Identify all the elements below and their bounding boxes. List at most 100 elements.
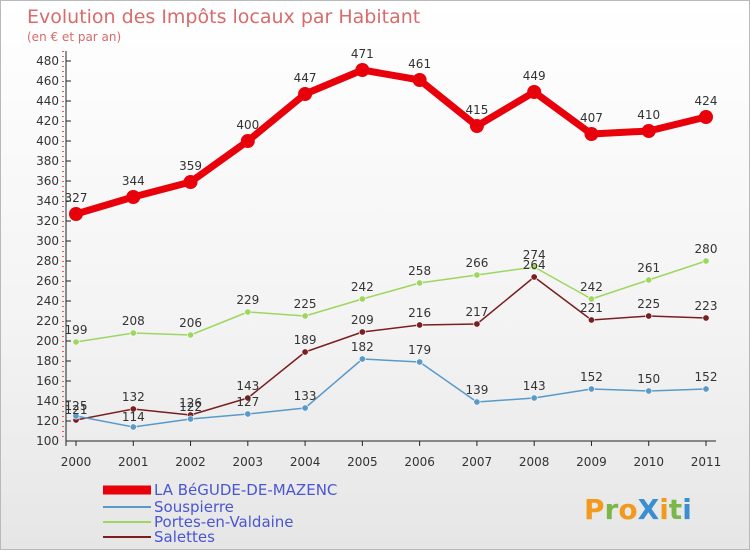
y-tick-label: 320 bbox=[36, 214, 59, 228]
data-label: 216 bbox=[408, 306, 431, 320]
data-label: 139 bbox=[465, 383, 488, 397]
y-tick-label: 100 bbox=[36, 434, 59, 448]
y-tick-label: 120 bbox=[36, 414, 59, 428]
series-point-3 bbox=[416, 321, 424, 329]
series-line-1 bbox=[75, 358, 707, 428]
series-point-0 bbox=[298, 87, 313, 101]
data-label: 152 bbox=[580, 370, 603, 384]
data-label: 344 bbox=[122, 174, 145, 188]
series-point-2 bbox=[72, 338, 80, 346]
legend-label: LA BéGUDE-DE-MAZENC bbox=[154, 481, 337, 499]
x-tick-label: 2003 bbox=[233, 455, 264, 469]
series-point-1 bbox=[129, 423, 137, 431]
y-tick-label: 200 bbox=[36, 334, 59, 348]
series-point-1 bbox=[530, 394, 538, 402]
series-point-1 bbox=[702, 385, 710, 393]
data-label: 274 bbox=[523, 248, 546, 262]
data-label: 126 bbox=[179, 396, 202, 410]
data-label: 132 bbox=[122, 390, 145, 404]
y-tick-label: 480 bbox=[36, 54, 59, 68]
x-tick-label: 2010 bbox=[633, 455, 664, 469]
y-tick-label: 440 bbox=[36, 94, 59, 108]
data-label: 182 bbox=[351, 340, 374, 354]
series-point-3 bbox=[129, 405, 137, 413]
data-label: 266 bbox=[465, 256, 488, 270]
data-label: 415 bbox=[465, 103, 488, 117]
series-point-1 bbox=[187, 415, 195, 423]
proxiti-logo: ProXiti bbox=[584, 493, 692, 526]
series-point-0 bbox=[641, 124, 656, 138]
series-point-1 bbox=[72, 412, 80, 420]
y-tick-label: 280 bbox=[36, 254, 59, 268]
data-label: 122 bbox=[179, 400, 202, 414]
x-tick-label: 2000 bbox=[61, 455, 92, 469]
logo-letter: r bbox=[605, 493, 619, 526]
series-point-1 bbox=[416, 358, 424, 366]
series-point-1 bbox=[301, 404, 309, 412]
data-label: 280 bbox=[695, 242, 718, 256]
series-point-2 bbox=[587, 295, 595, 303]
y-tick-label: 300 bbox=[36, 234, 59, 248]
logo-letter: P bbox=[584, 493, 605, 526]
y-tick-label: 420 bbox=[36, 114, 59, 128]
series-point-2 bbox=[416, 279, 424, 287]
data-label: 407 bbox=[580, 111, 603, 125]
x-tick-label: 2006 bbox=[404, 455, 435, 469]
data-label: 127 bbox=[236, 395, 259, 409]
series-point-0 bbox=[469, 119, 484, 133]
chart-subtitle: (en € et par an) bbox=[27, 30, 121, 44]
x-tick-label: 2011 bbox=[691, 455, 722, 469]
data-label: 199 bbox=[65, 323, 88, 337]
x-tick-label: 2007 bbox=[462, 455, 493, 469]
series-point-2 bbox=[358, 295, 366, 303]
data-label: 143 bbox=[236, 379, 259, 393]
series-point-1 bbox=[645, 387, 653, 395]
y-tick-label: 460 bbox=[36, 74, 59, 88]
data-label: 133 bbox=[294, 389, 317, 403]
series-point-3 bbox=[473, 320, 481, 328]
legend-label: Portes-en-Valdaine bbox=[154, 513, 294, 531]
y-tick-label: 340 bbox=[36, 194, 59, 208]
series-point-0 bbox=[355, 63, 370, 77]
data-label: 208 bbox=[122, 314, 145, 328]
series-point-2 bbox=[187, 331, 195, 339]
y-tick-label: 160 bbox=[36, 374, 59, 388]
data-label: 189 bbox=[294, 333, 317, 347]
series-point-3 bbox=[530, 273, 538, 281]
data-label: 209 bbox=[351, 313, 374, 327]
series-point-3 bbox=[301, 348, 309, 356]
y-tick-label: 260 bbox=[36, 274, 59, 288]
y-tick-label: 380 bbox=[36, 154, 59, 168]
series-point-3 bbox=[702, 314, 710, 322]
data-label: 400 bbox=[236, 118, 259, 132]
series-line-3 bbox=[75, 276, 707, 421]
logo-letter: i bbox=[682, 493, 692, 526]
logo-letter: o bbox=[618, 493, 637, 526]
x-tick-label: 2002 bbox=[175, 455, 206, 469]
data-label: 229 bbox=[236, 293, 259, 307]
data-label: 258 bbox=[408, 264, 431, 278]
series-point-2 bbox=[129, 329, 137, 337]
x-tick-label: 2004 bbox=[290, 455, 321, 469]
data-label: 217 bbox=[465, 305, 488, 319]
data-label: 225 bbox=[637, 297, 660, 311]
series-point-2 bbox=[244, 308, 252, 316]
y-tick-label: 400 bbox=[36, 134, 59, 148]
series-point-2 bbox=[301, 312, 309, 320]
series-point-3 bbox=[358, 328, 366, 336]
series-point-3 bbox=[244, 394, 252, 402]
x-tick-label: 2009 bbox=[576, 455, 607, 469]
series-line-0 bbox=[75, 66, 707, 218]
series-layer bbox=[69, 63, 713, 431]
series-point-0 bbox=[240, 134, 255, 148]
data-label: 359 bbox=[179, 159, 202, 173]
y-tick-label: 180 bbox=[36, 354, 59, 368]
series-point-3 bbox=[587, 316, 595, 324]
series-point-1 bbox=[587, 385, 595, 393]
series-point-0 bbox=[584, 127, 599, 141]
series-point-0 bbox=[126, 190, 141, 204]
data-label: 242 bbox=[351, 280, 374, 294]
